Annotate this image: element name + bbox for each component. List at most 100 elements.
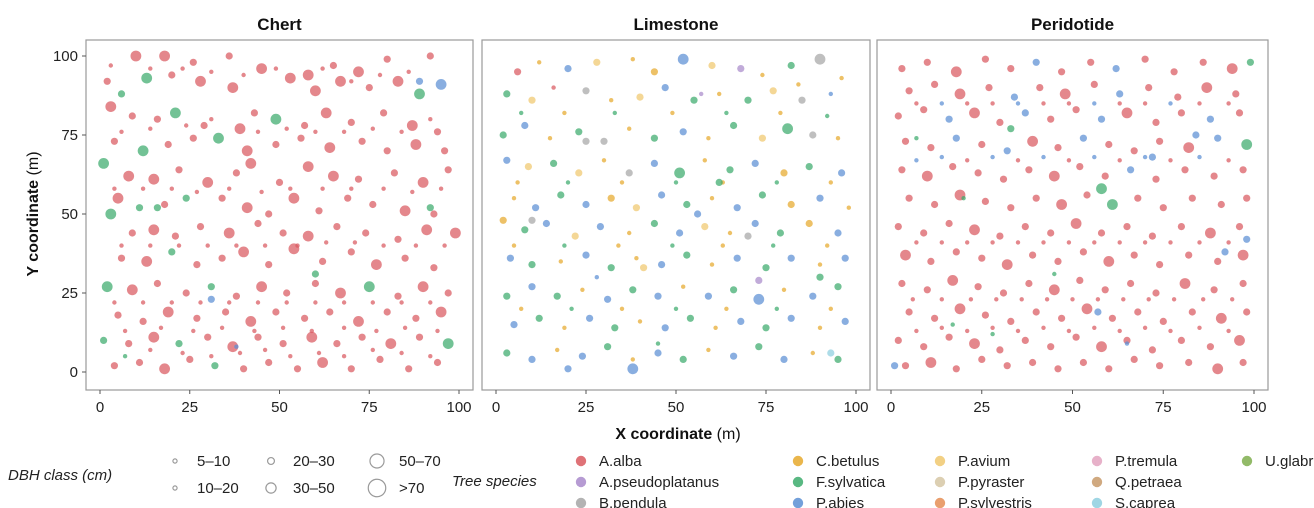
data-point xyxy=(1027,135,1038,147)
panel-chert: Chert xyxy=(85,15,474,391)
data-point xyxy=(114,311,122,319)
data-point xyxy=(317,357,328,368)
data-point xyxy=(814,53,826,65)
data-point xyxy=(347,248,355,256)
data-point xyxy=(686,314,695,322)
data-point xyxy=(1226,328,1231,334)
data-point xyxy=(1142,240,1148,245)
data-point xyxy=(390,169,398,177)
data-point xyxy=(1079,248,1087,256)
data-point xyxy=(383,147,391,155)
data-point xyxy=(1134,194,1142,202)
data-point xyxy=(1032,308,1040,316)
size-legend-label: >70 xyxy=(399,480,424,497)
data-point xyxy=(834,355,842,363)
data-point xyxy=(259,189,264,195)
data-point xyxy=(211,362,219,370)
data-point xyxy=(376,355,384,363)
data-point xyxy=(1047,229,1055,237)
species-legend-swatch xyxy=(792,497,804,508)
data-point xyxy=(295,243,300,248)
data-point xyxy=(839,75,844,81)
data-point xyxy=(1243,194,1251,202)
x-tick-label: 25 xyxy=(973,399,990,416)
data-point xyxy=(681,284,686,289)
data-point xyxy=(1007,317,1015,325)
data-point xyxy=(159,363,171,375)
data-point xyxy=(949,163,957,171)
data-point xyxy=(947,275,959,286)
data-point xyxy=(1097,115,1106,123)
data-point xyxy=(715,178,723,186)
data-point xyxy=(744,232,752,240)
data-point xyxy=(661,84,669,92)
data-point xyxy=(399,350,404,356)
data-point xyxy=(162,306,174,318)
data-point xyxy=(503,349,511,357)
x-tick-label: 25 xyxy=(181,399,198,416)
data-point xyxy=(1076,163,1084,171)
data-point xyxy=(834,283,842,291)
data-point xyxy=(383,308,391,316)
data-point xyxy=(428,354,433,359)
data-point xyxy=(1072,333,1080,341)
data-point xyxy=(961,196,966,201)
data-point xyxy=(135,358,144,367)
panel-title: Limestone xyxy=(633,15,718,34)
data-point xyxy=(990,325,995,330)
species-legend-label: A.pseudoplatanus xyxy=(599,474,719,491)
data-point xyxy=(727,230,733,236)
data-point xyxy=(1105,365,1113,373)
data-point xyxy=(1117,158,1122,163)
data-point xyxy=(410,139,422,150)
data-point xyxy=(394,235,402,243)
data-point xyxy=(978,254,986,262)
species-legend-label: B.pendula xyxy=(599,495,667,508)
data-point xyxy=(1156,137,1164,145)
data-point xyxy=(189,134,197,142)
data-point xyxy=(927,144,935,152)
data-point xyxy=(1156,261,1164,269)
data-point xyxy=(406,120,418,131)
data-point xyxy=(730,352,738,360)
panel-peridotide: Peridotide xyxy=(876,15,1269,391)
data-point xyxy=(401,254,409,262)
data-point xyxy=(787,254,795,262)
data-point xyxy=(931,200,939,209)
data-point xyxy=(377,72,383,78)
data-point xyxy=(604,343,612,351)
data-point xyxy=(301,121,309,130)
data-point xyxy=(1235,223,1244,231)
data-point xyxy=(182,194,190,202)
data-point xyxy=(634,256,639,261)
panel-frame xyxy=(876,39,1269,391)
data-point xyxy=(547,136,553,141)
data-point xyxy=(148,126,153,131)
data-point xyxy=(223,227,235,239)
data-point xyxy=(755,343,763,351)
data-point xyxy=(974,283,982,291)
data-point xyxy=(413,243,419,248)
data-point xyxy=(1041,325,1046,330)
data-point xyxy=(1036,84,1044,92)
data-point xyxy=(564,65,572,73)
data-point xyxy=(153,204,161,212)
data-point xyxy=(1092,325,1097,330)
data-point xyxy=(683,200,691,209)
data-point xyxy=(578,352,587,360)
data-point xyxy=(1142,154,1148,160)
data-point xyxy=(1048,284,1060,296)
data-point xyxy=(780,169,788,177)
data-point xyxy=(1096,341,1107,353)
data-point xyxy=(510,321,518,329)
data-point xyxy=(385,338,397,349)
species-legend-swatch xyxy=(575,476,587,488)
data-point xyxy=(981,197,990,205)
data-point xyxy=(990,240,995,245)
data-point xyxy=(209,69,214,75)
data-point xyxy=(565,180,571,185)
species-legend-swatch xyxy=(575,497,587,508)
data-point xyxy=(1234,335,1245,346)
data-point xyxy=(265,358,273,367)
data-point xyxy=(370,126,375,131)
